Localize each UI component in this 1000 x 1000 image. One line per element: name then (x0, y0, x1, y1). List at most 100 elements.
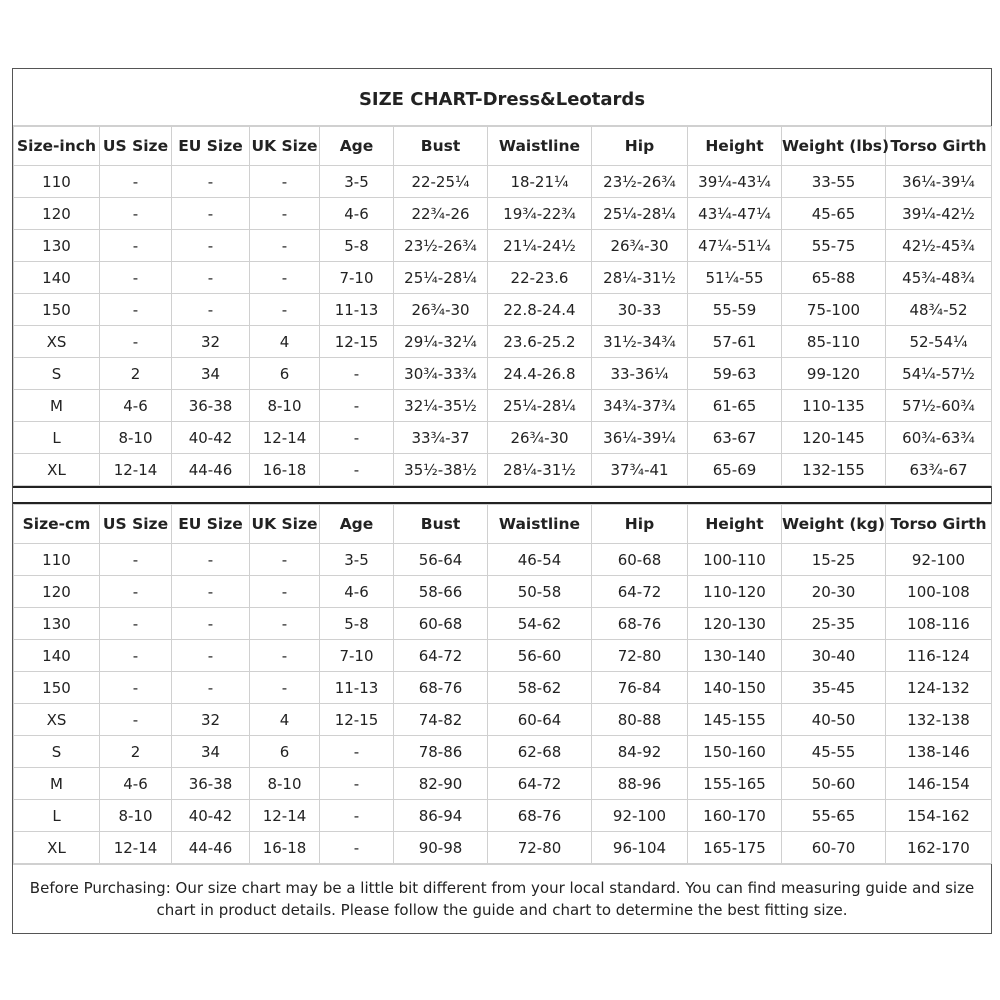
table-cell: 56-60 (487, 639, 592, 672)
table-row: M 4-6 36-38 8-10-82-90 64-72 88-96 155-165 50-6… (13, 767, 992, 800)
table-cell: 64-72 (487, 767, 592, 800)
table-cell: 32 (171, 325, 250, 358)
table-cell: 12-15 (319, 325, 394, 358)
header-row: Size-cm US Size EU Size UK Size Age Bust Waist… (13, 504, 992, 544)
table-cell: 12-14 (99, 453, 172, 486)
table-cell: 34 (171, 735, 250, 768)
column-header: Torso Girth (885, 504, 992, 544)
table-cell: 33¾-37 (393, 421, 488, 454)
table-row: 140- - -7-10 64-72 56-60 72-80 130-140 30-40 116… (13, 639, 992, 672)
table-cell: 52-54¼ (885, 325, 992, 358)
table-cell: 150-160 (687, 735, 782, 768)
table-cell: - (319, 453, 394, 486)
table-cell: 43¼-47¼ (687, 197, 782, 230)
table-cell: 4 (249, 325, 320, 358)
table-cell: 2 (99, 735, 172, 768)
table-cell: 86-94 (393, 799, 488, 832)
column-header: Weight (lbs) (781, 126, 889, 166)
column-header: Age (319, 126, 394, 166)
table-row: XL 12-14 44-46 16-18-35½-38½ 28¼-31½ 37¾-41 65… (13, 453, 992, 486)
table-cell: 50-60 (781, 767, 886, 800)
table-cell: 47¼-51¼ (687, 229, 782, 262)
column-header: US Size (99, 126, 172, 166)
table-row: XS -32 4 12-15 29¼-32¼ 23.6-25.2 31½-34¾ 57-61 8… (13, 325, 992, 358)
table-cell: 39¼-42½ (885, 197, 992, 230)
table-cell: - (319, 831, 394, 864)
table-cell: 130-140 (687, 639, 782, 672)
table-cell: - (99, 703, 172, 736)
table-cell: 7-10 (319, 261, 394, 294)
table-cell: 15-25 (781, 543, 886, 576)
column-header: Hip (591, 504, 688, 544)
table-cell: 90-98 (393, 831, 488, 864)
table-row: XL 12-14 44-46 16-18-90-98 72-80 96-104 165-17… (13, 831, 992, 864)
column-header: Weight (kg) (781, 504, 886, 544)
table-cell: 30¾-33¾ (393, 357, 488, 390)
column-header: Age (319, 504, 394, 544)
table-cell: - (171, 165, 250, 198)
column-header: Size-inch (13, 126, 100, 166)
table-cell: 68-76 (393, 671, 488, 704)
table-cell: 140-150 (687, 671, 782, 704)
table-cell: 60-64 (487, 703, 592, 736)
table-row: 150- - -11-13 26¾-30 22.8-24.4 30-33 55-59 75-1… (13, 293, 992, 326)
table-cell: 46-54 (487, 543, 592, 576)
table-row: L 8-10 40-42 12-14-33¾-37 26¾-30 36¼-39¼ 63-67… (13, 421, 992, 454)
table-cell: - (319, 735, 394, 768)
table-cell: 40-42 (171, 421, 250, 454)
table-cell: - (171, 575, 250, 608)
table-row: XS -32 4 12-15 74-82 60-64 80-88 145-155 40-50 13… (13, 703, 992, 736)
table-cell: 25¼-28¼ (393, 261, 488, 294)
table-cell: - (171, 543, 250, 576)
table-cell: 45-55 (781, 735, 886, 768)
table-cell: 8-10 (249, 389, 320, 422)
table-cell: - (249, 639, 320, 672)
table-cell: 116-124 (885, 639, 992, 672)
table-cell: - (249, 543, 320, 576)
table-cell: - (99, 607, 172, 640)
table-cell: S (13, 735, 100, 768)
table-cell: 36¼-39¼ (885, 165, 992, 198)
table-row: 150- - -11-13 68-76 58-62 76-84 140-150 35-45 12… (13, 671, 992, 704)
table-cell: - (249, 671, 320, 704)
table-cell: 68-76 (487, 799, 592, 832)
table-cell: 3-5 (319, 165, 394, 198)
table-cell: 44-46 (171, 831, 250, 864)
column-header: Height (687, 504, 782, 544)
table-cell: 23.6-25.2 (487, 325, 592, 358)
column-header: EU Size (171, 504, 250, 544)
table-cell: 60-68 (591, 543, 688, 576)
table-cell: 34 (171, 357, 250, 390)
table-cell: 54¼-57½ (885, 357, 992, 390)
table-cell: 22-23.6 (487, 261, 592, 294)
table-cell: 82-90 (393, 767, 488, 800)
table-cell: - (249, 261, 320, 294)
table-cell: - (99, 165, 172, 198)
table-cell: 145-155 (687, 703, 782, 736)
table-cell: - (319, 389, 394, 422)
table-cell: 65-69 (687, 453, 782, 486)
inch-table: Size-inch US Size EU Size UK Size Age Bust Wai… (13, 126, 992, 486)
table-cell: 8-10 (99, 799, 172, 832)
table-cell: 154-162 (885, 799, 992, 832)
table-divider (13, 486, 991, 504)
table-cell: 160-170 (687, 799, 782, 832)
table-cell: 28¼-31½ (487, 453, 592, 486)
table-cell: 65-88 (781, 261, 886, 294)
table-cell: 62-68 (487, 735, 592, 768)
table-cell: 5-8 (319, 229, 394, 262)
table-cell: - (99, 293, 172, 326)
table-row: 140- - -7-10 25¼-28¼ 22-23.6 28¼-31½ 51¼-55 65-… (13, 261, 992, 294)
table-cell: 21¼-24½ (487, 229, 592, 262)
table-cell: 57½-60¾ (885, 389, 992, 422)
table-cell: 58-66 (393, 575, 488, 608)
table-cell: 162-170 (885, 831, 992, 864)
table-cell: - (99, 639, 172, 672)
table-cell: 16-18 (249, 453, 320, 486)
table-cell: 110-135 (781, 389, 886, 422)
table-cell: 130 (13, 229, 100, 262)
table-cell: 2 (99, 357, 172, 390)
table-cell: 60-70 (781, 831, 886, 864)
table-row: S 2 34 6-78-86 62-68 84-92 150-160 45-55 138-146 (13, 735, 992, 768)
table-cell: 100-108 (885, 575, 992, 608)
